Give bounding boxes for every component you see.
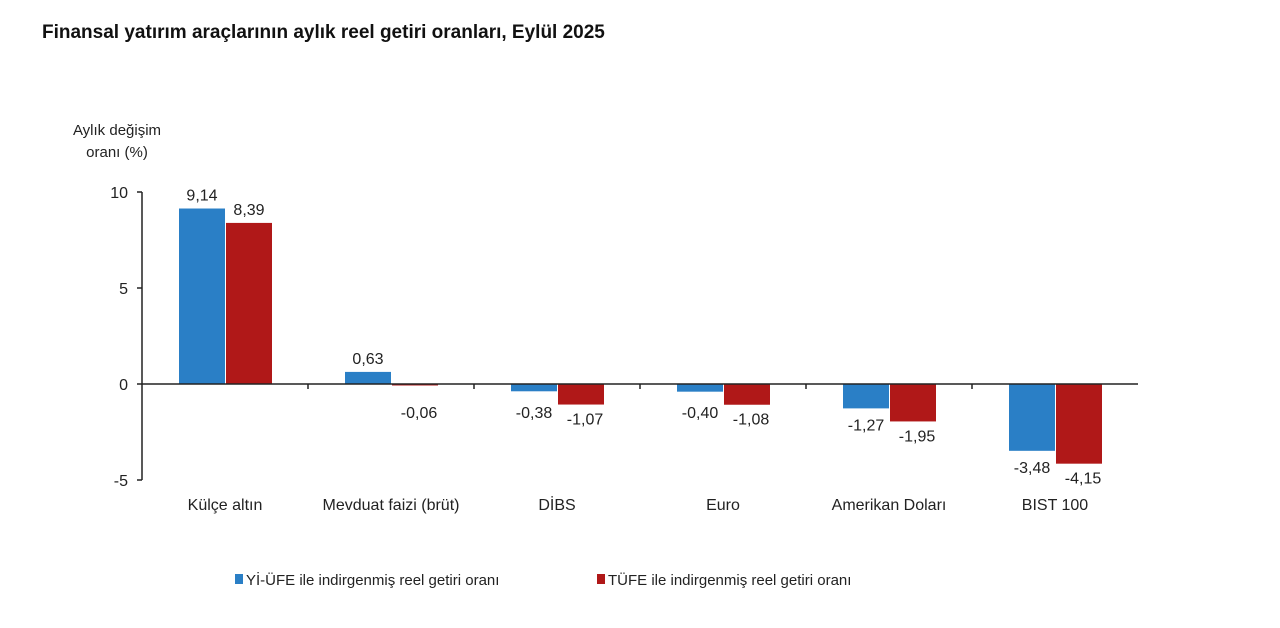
- y-tick-label: 5: [119, 281, 128, 298]
- data-label: 9,14: [186, 188, 217, 205]
- bar: [511, 384, 557, 392]
- bar: [179, 208, 225, 384]
- bar: [677, 384, 723, 392]
- x-tick-label: BIST 100: [1022, 497, 1089, 514]
- data-label: -1,95: [899, 428, 936, 445]
- data-label: -1,08: [733, 412, 770, 429]
- data-label: -0,06: [401, 405, 438, 422]
- x-tick-label: Külçe altın: [188, 497, 263, 514]
- data-label: -0,40: [682, 405, 719, 422]
- x-tick-label: DİBS: [538, 495, 575, 514]
- y-tick-label: -5: [114, 473, 128, 490]
- y-axis-label: oranı (%): [86, 144, 148, 161]
- y-axis-label: Aylık değişim: [73, 122, 161, 139]
- bar: [1009, 384, 1055, 451]
- bar: [1056, 384, 1102, 464]
- legend-label: TÜFE ile indirgenmiş reel getiri oranı: [608, 571, 851, 589]
- bar: [890, 384, 936, 422]
- chart-title: Finansal yatırım araçlarının aylık reel …: [42, 22, 605, 43]
- bar: [724, 384, 770, 405]
- bar: [843, 384, 889, 409]
- data-label: -3,48: [1014, 460, 1051, 477]
- bar: [345, 371, 391, 384]
- data-label: 8,39: [233, 202, 264, 219]
- bar: [226, 222, 272, 384]
- x-tick-label: Amerikan Doları: [832, 497, 947, 514]
- legend-swatch: [597, 574, 605, 584]
- x-tick-label: Euro: [706, 497, 740, 514]
- x-tick-label: Mevduat faizi (brüt): [323, 497, 460, 514]
- data-label: -0,38: [516, 405, 553, 422]
- legend-swatch: [235, 574, 243, 584]
- y-tick-label: 0: [119, 377, 128, 394]
- bar: [558, 384, 604, 405]
- data-label: 0,63: [352, 351, 383, 368]
- data-label: -1,27: [848, 417, 885, 434]
- data-label: -4,15: [1065, 471, 1102, 488]
- y-tick-label: 10: [110, 185, 128, 202]
- legend-label: Yİ-ÜFE ile indirgenmiş reel getiri oranı: [246, 571, 499, 589]
- data-label: -1,07: [567, 412, 604, 429]
